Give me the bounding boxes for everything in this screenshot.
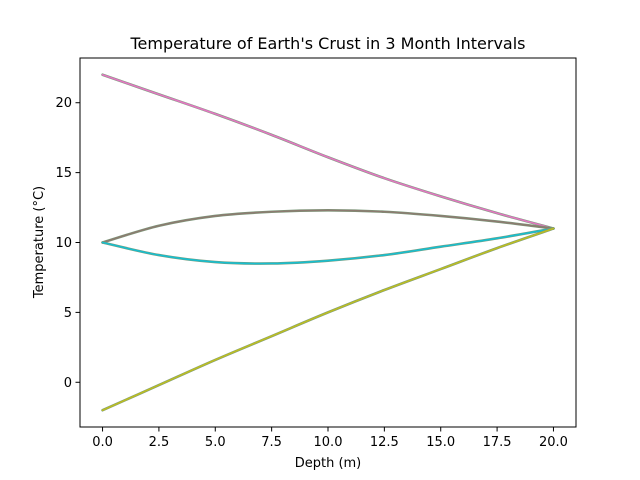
y-tick-label: 0 xyxy=(64,376,72,391)
series-line-3 xyxy=(101,227,555,265)
x-tick-label: 17.5 xyxy=(483,435,512,450)
plot-area xyxy=(79,57,577,428)
x-tick-label: 5.0 xyxy=(205,435,226,450)
series-layer xyxy=(101,73,555,412)
y-axis: 0 5 10 15 20 xyxy=(55,96,80,391)
x-tick-label: 10.0 xyxy=(314,435,343,450)
x-tick-label: 0.0 xyxy=(92,435,113,450)
x-axis-label: Depth (m) xyxy=(295,456,362,471)
x-tick-label: 15.0 xyxy=(426,435,455,450)
chart-title: Temperature of Earth's Crust in 3 Month … xyxy=(129,34,525,53)
plot-background xyxy=(80,58,576,427)
x-tick-label: 2.5 xyxy=(149,435,170,450)
series-line-4 xyxy=(101,227,555,412)
y-axis-label: Temperature (°C) xyxy=(32,186,47,299)
y-tick-label: 20 xyxy=(55,96,72,111)
y-tick-label: 15 xyxy=(55,166,72,181)
series-line-2 xyxy=(101,209,555,244)
series-line-1 xyxy=(101,73,555,230)
x-axis: 0.0 2.5 5.0 7.5 10.0 12.5 15.0 17.5 20.0 xyxy=(92,427,568,450)
y-tick-label: 10 xyxy=(55,236,72,251)
x-tick-label: 12.5 xyxy=(370,435,399,450)
x-tick-label: 7.5 xyxy=(261,435,282,450)
y-tick-label: 5 xyxy=(64,306,72,321)
x-tick-label: 20.0 xyxy=(539,435,568,450)
